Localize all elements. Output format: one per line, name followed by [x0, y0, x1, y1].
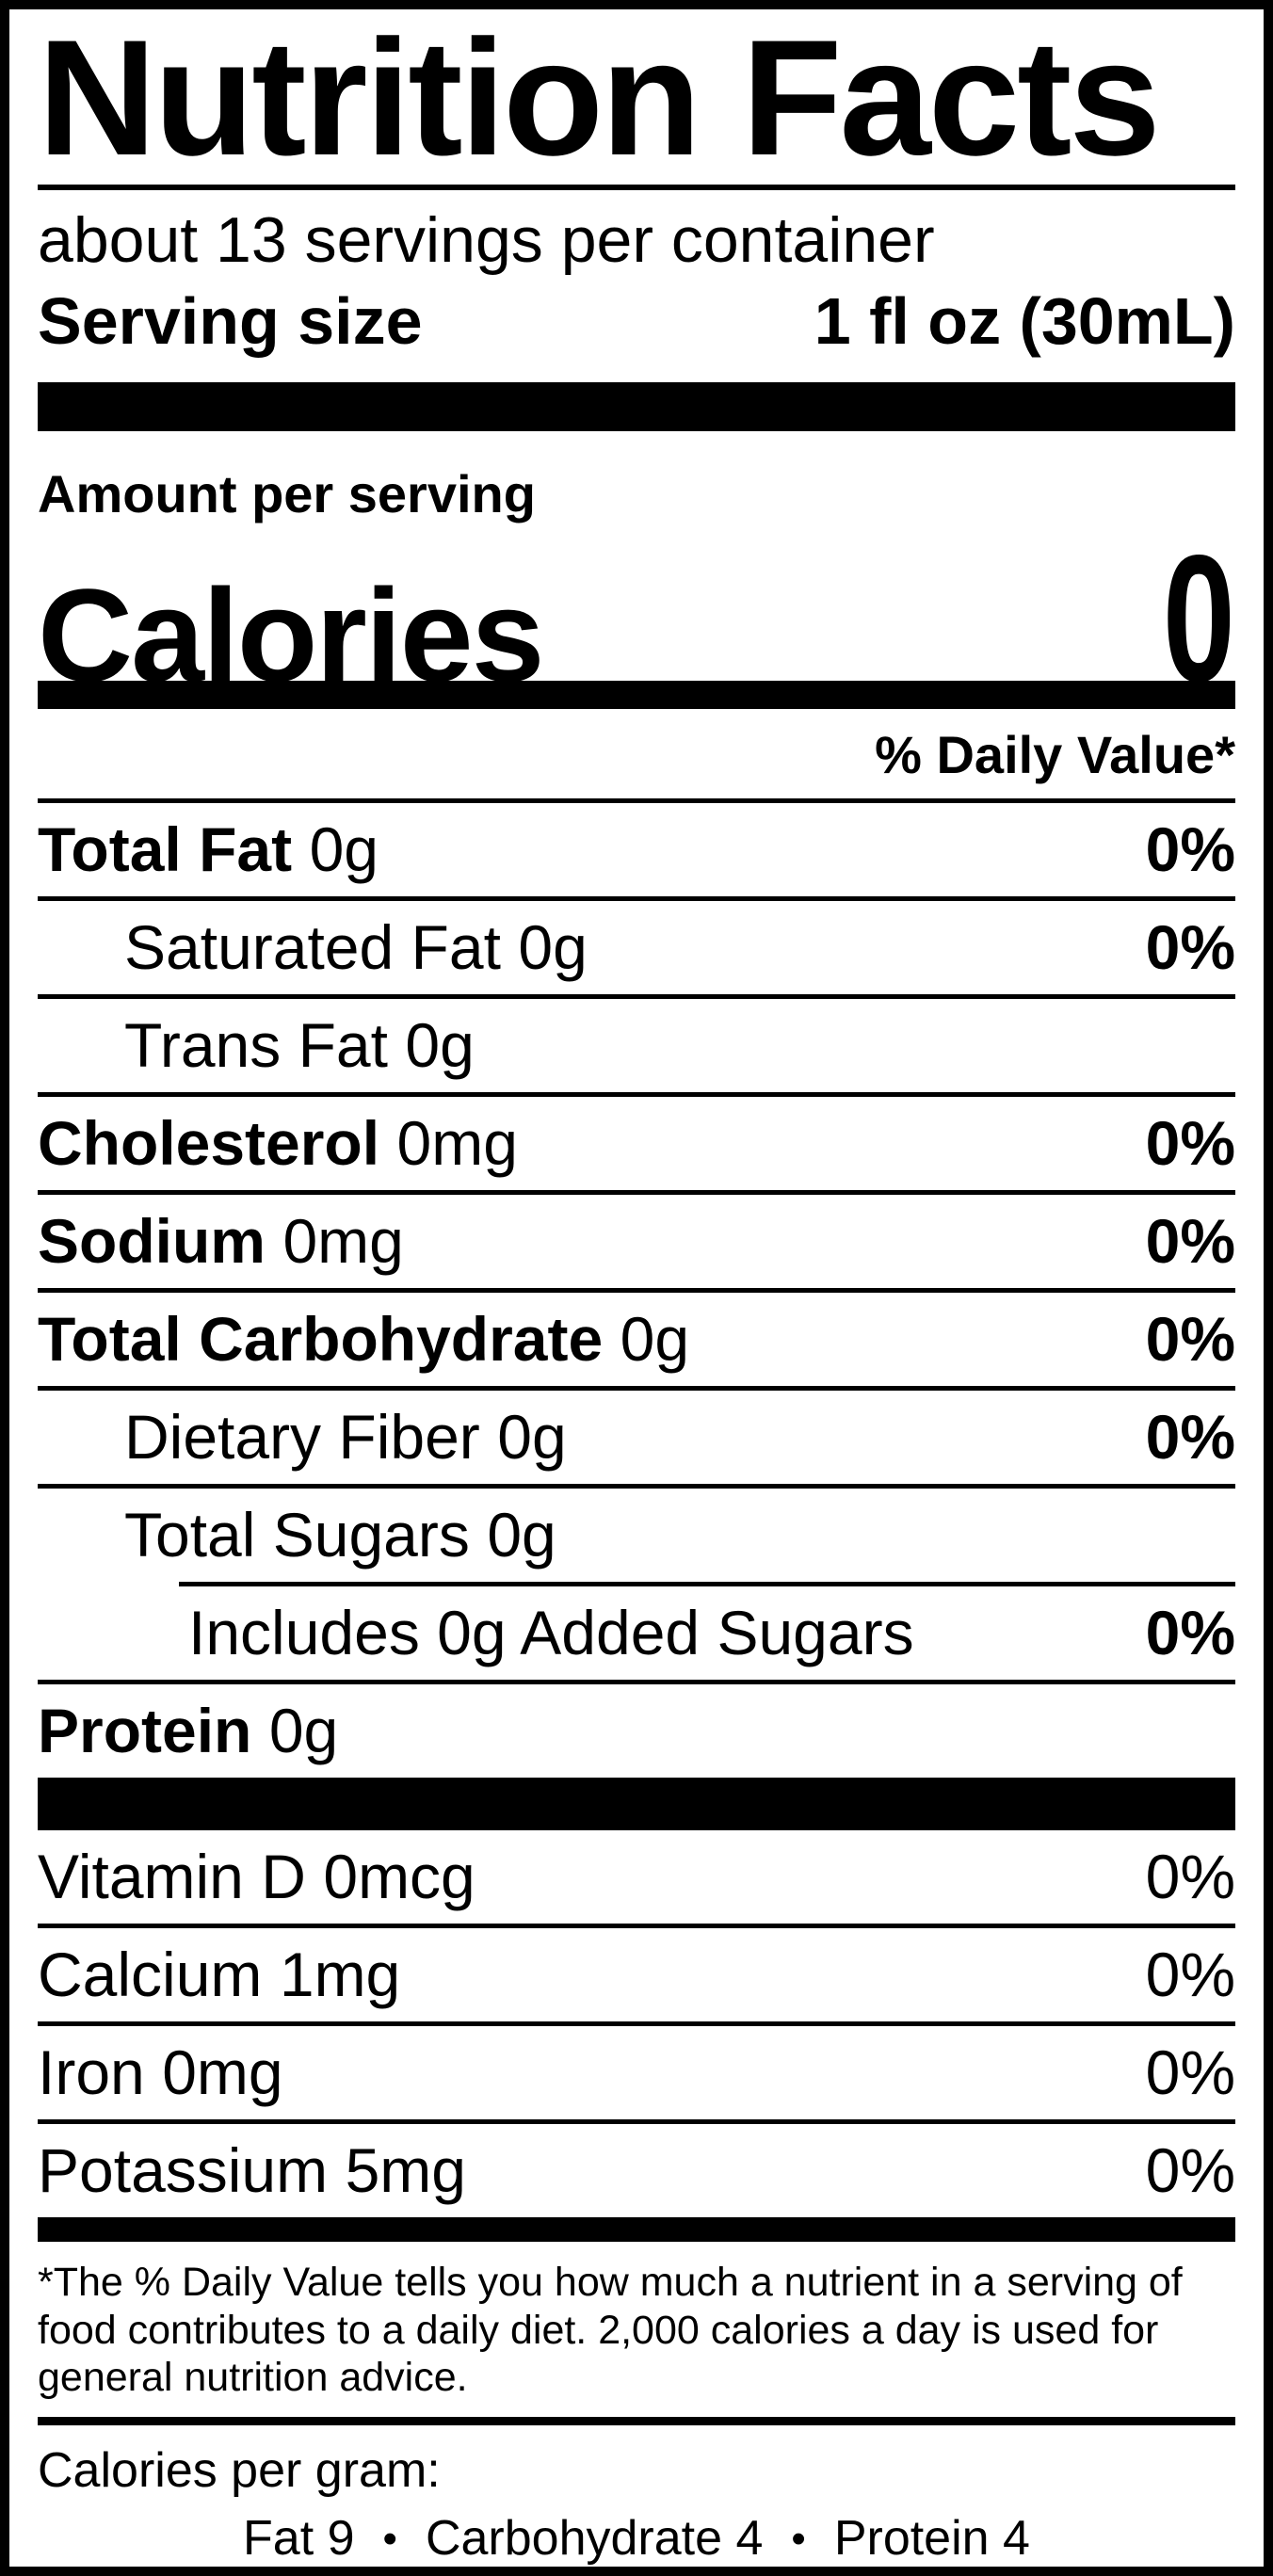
bullet-separator: • [791, 2516, 806, 2562]
thick-rule-calories [38, 680, 1235, 709]
nutrient-amount: 0g [405, 1010, 475, 1081]
nutrient-row-saturated-fat: Saturated Fat 0g 0% [38, 901, 1235, 994]
nutrient-name: Total Carbohydrate [38, 1304, 604, 1375]
cpg-fat: Fat 9 [243, 2511, 355, 2566]
nutrient-name: Saturated Fat [124, 912, 501, 983]
thick-rule-top [38, 381, 1235, 431]
thick-rule-bottom [38, 2216, 1235, 2242]
nutrient-row-total-carbohydrate: Total Carbohydrate 0g 0% [38, 1293, 1235, 1386]
nutrient-name: Protein [38, 1696, 252, 1766]
thick-rule-protein [38, 1777, 1235, 1830]
nutrient-amount: 0mg [282, 1206, 404, 1277]
serving-size-label: Serving size [38, 283, 423, 358]
vitamin-dv: 0% [1145, 2037, 1235, 2108]
row-divider [38, 2118, 1235, 2124]
vitamin-row-potassium: Potassium 5mg 0% [38, 2124, 1235, 2217]
vitamin-dv: 0% [1145, 1940, 1235, 2010]
row-divider [38, 1385, 1235, 1391]
nutrient-row-protein: Protein 0g [38, 1684, 1235, 1778]
vitamin-row-calcium: Calcium 1mg 0% [38, 1928, 1235, 2021]
vitamin-amount: 1mg [279, 1940, 401, 2010]
vitamin-row-vitamin-d: Vitamin D 0mcg 0% [38, 1830, 1235, 1924]
vitamin-amount: 5mg [345, 2135, 466, 2206]
calories-label: Calories [38, 560, 544, 709]
nutrient-row-added-sugars: Includes 0g Added Sugars 0% [38, 1586, 1235, 1680]
nutrient-amount: 0g [268, 1696, 339, 1766]
serving-size-row: Serving size 1 fl oz (30mL) [38, 283, 1235, 358]
nutrient-name: Includes 0g Added Sugars [188, 1598, 914, 1668]
vitamin-name: Iron [38, 2037, 145, 2108]
nutrient-name: Cholesterol [38, 1108, 380, 1179]
row-divider [38, 895, 1235, 901]
serving-size-value: 1 fl oz (30mL) [814, 283, 1235, 358]
row-divider [38, 993, 1235, 999]
vitamin-amount: 0mcg [323, 1842, 475, 1912]
nutrient-dv: 0% [1145, 1402, 1235, 1473]
calories-row: Calories 0 [38, 527, 1235, 709]
bullet-separator: • [382, 2516, 397, 2562]
nutrient-row-total-fat: Total Fat 0g 0% [38, 803, 1235, 896]
nutrient-dv: 0% [1145, 912, 1235, 983]
nutrient-amount: 0mg [396, 1108, 518, 1179]
nutrient-name: Total Fat [38, 814, 293, 885]
vitamin-name: Potassium [38, 2135, 329, 2206]
row-divider [38, 1287, 1235, 1293]
row-divider [38, 1923, 1235, 1928]
row-divider [38, 1483, 1235, 1489]
row-divider [38, 1091, 1235, 1097]
nutrient-name: Dietary Fiber [124, 1402, 480, 1473]
vitamin-dv: 0% [1145, 1842, 1235, 1912]
nutrient-amount: 0g [309, 814, 379, 885]
nutrient-row-dietary-fiber: Dietary Fiber 0g 0% [38, 1391, 1235, 1484]
nutrient-row-cholesterol: Cholesterol 0mg 0% [38, 1097, 1235, 1190]
footnote-divider [38, 2417, 1235, 2425]
nutrient-row-total-sugars: Total Sugars 0g [38, 1489, 1235, 1582]
calories-value: 0 [1163, 516, 1235, 719]
nutrient-name: Trans Fat [124, 1010, 388, 1081]
calories-per-gram-values: Fat 9 • Carbohydrate 4 • Protein 4 [38, 2510, 1235, 2567]
cpg-carbohydrate: Carbohydrate 4 [425, 2511, 764, 2566]
nutrient-dv: 0% [1145, 1598, 1235, 1668]
vitamin-dv: 0% [1145, 2135, 1235, 2206]
nutrient-dv: 0% [1145, 1108, 1235, 1179]
vitamin-name: Calcium [38, 1940, 263, 2010]
nutrient-dv: 0% [1145, 1206, 1235, 1277]
nutrient-dv: 0% [1145, 1304, 1235, 1375]
row-divider [38, 2021, 1235, 2026]
label-title: Nutrition Facts [38, 7, 1161, 190]
nutrient-name: Sodium [38, 1206, 266, 1277]
row-divider [38, 797, 1235, 803]
calories-per-gram-label: Calories per gram: [38, 2443, 441, 2498]
nutrient-row-trans-fat: Trans Fat 0g [38, 999, 1235, 1092]
row-divider [38, 1189, 1235, 1195]
row-divider-indented [179, 1581, 1235, 1586]
nutrient-amount: 0g [497, 1402, 567, 1473]
daily-value-footnote: *The % Daily Value tells you how much a … [38, 2259, 1183, 2401]
nutrient-amount: 0g [487, 1500, 556, 1570]
nutrient-row-sodium: Sodium 0mg 0% [38, 1195, 1235, 1288]
vitamin-name: Vitamin D [38, 1842, 306, 1912]
nutrient-amount: 0g [620, 1304, 690, 1375]
amount-per-serving-label: Amount per serving [38, 463, 536, 523]
nutrient-amount: 0g [518, 912, 588, 983]
title-divider [38, 185, 1235, 190]
nutrient-dv: 0% [1145, 814, 1235, 885]
vitamin-amount: 0mg [162, 2037, 283, 2108]
row-divider [38, 1679, 1235, 1684]
cpg-protein: Protein 4 [833, 2511, 1030, 2566]
vitamin-row-iron: Iron 0mg 0% [38, 2026, 1235, 2119]
nutrient-name: Total Sugars [124, 1500, 470, 1570]
daily-value-header: % Daily Value* [875, 724, 1235, 784]
servings-per-container: about 13 servings per container [38, 204, 935, 276]
